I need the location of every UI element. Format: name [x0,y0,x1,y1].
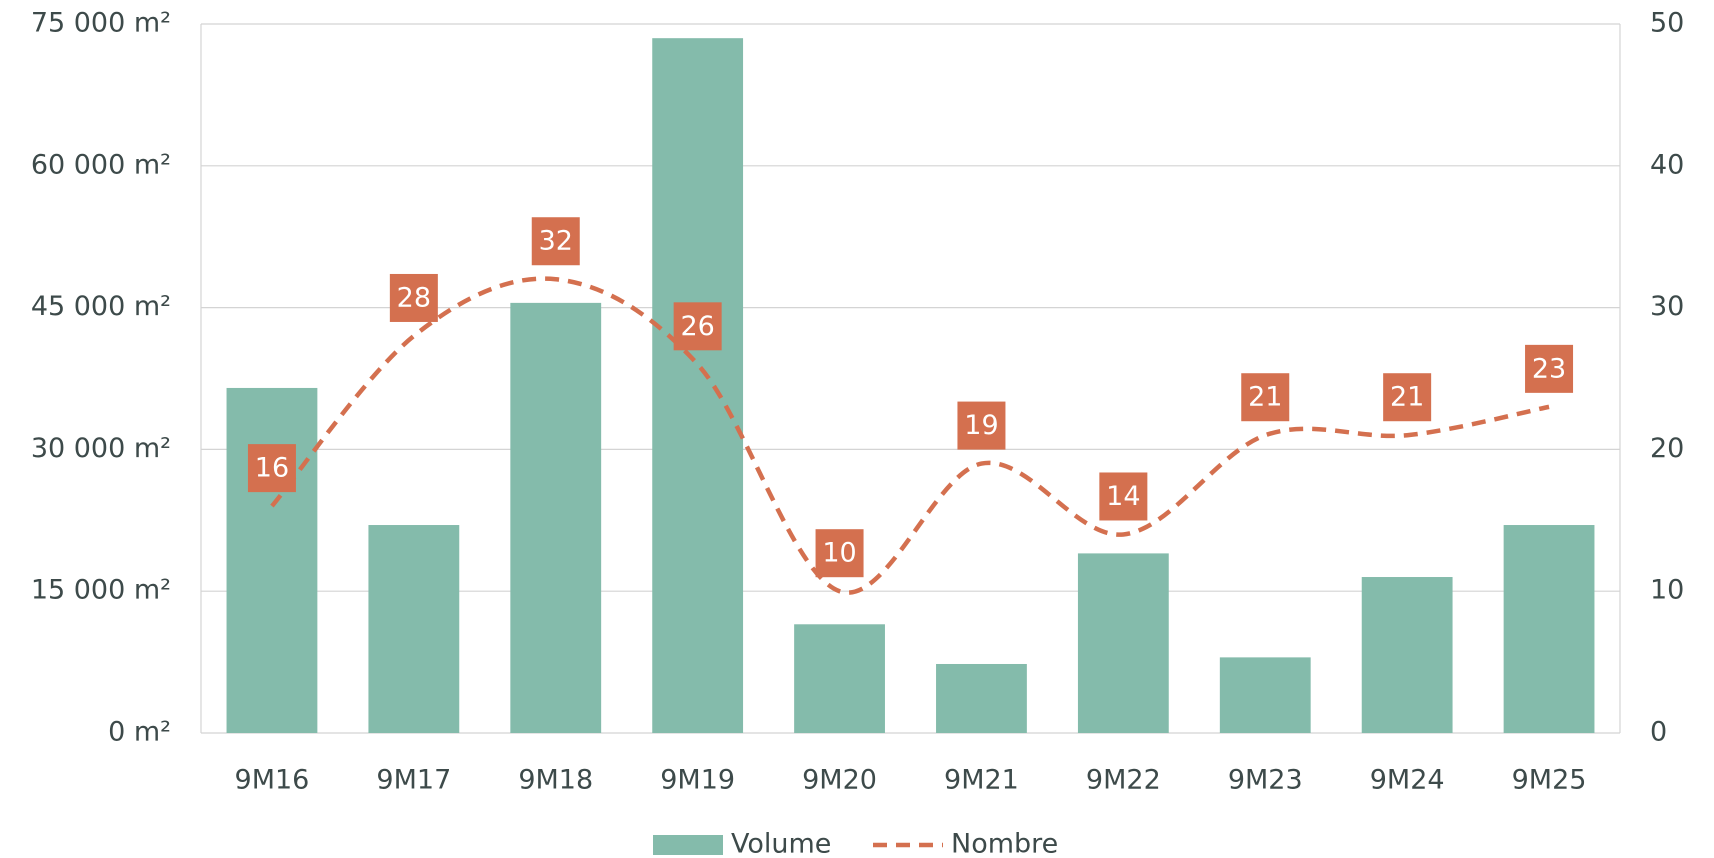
x-tick-label: 9M17 [376,765,451,796]
data-label-box [1241,373,1290,422]
legend-label: Volume [731,829,831,858]
y2-tick-label: 40 [1650,149,1684,180]
bar [652,38,744,734]
y2-tick-label: 30 [1650,291,1684,322]
data-label: 19 [964,410,998,441]
data-label: 21 [1390,382,1424,413]
x-tick-label: 9M19 [660,765,735,796]
x-tick-label: 9M25 [1512,765,1587,796]
x-tick-label: 9M23 [1228,765,1303,796]
bar [794,624,885,733]
data-label-box [247,444,296,493]
bar [936,663,1027,733]
y-tick-label: 75 000 m² [31,8,171,39]
data-label-box [957,401,1006,450]
bar [368,525,460,733]
bar [1503,525,1595,733]
bar [1077,553,1169,733]
bar [1219,657,1311,733]
legend-swatch [653,835,723,855]
data-label-box [673,302,722,351]
x-tick-label: 9M18 [518,765,593,796]
bar [1361,577,1453,733]
x-tick-label: 9M21 [944,765,1019,796]
data-label: 32 [539,226,573,257]
data-label: 26 [680,311,714,342]
data-label: 10 [822,538,856,569]
data-label: 14 [1106,481,1140,512]
data-label: 28 [397,282,431,313]
data-label: 16 [255,453,289,484]
y-tick-label: 15 000 m² [31,575,171,606]
y-tick-label: 45 000 m² [31,291,171,322]
y-tick-label: 0 m² [108,717,171,748]
line [270,276,1550,595]
x-tick-label: 9M22 [1086,765,1161,796]
y2-tick-label: 20 [1650,433,1684,464]
x-tick-label: 9M20 [802,765,877,796]
data-label-box [815,529,864,578]
data-label-box [1525,344,1574,393]
data-label-box [531,217,580,266]
data-label-box [1383,373,1432,422]
x-tick-label: 9M16 [235,765,310,796]
x-tick-label: 9M24 [1370,765,1445,796]
data-label-box [1099,472,1148,521]
y-tick-label: 30 000 m² [31,433,171,464]
data-label: 23 [1532,353,1566,384]
data-label: 21 [1248,382,1282,413]
y2-tick-label: 10 [1650,575,1684,606]
legend-label: Nombre [951,829,1058,858]
bar [226,387,318,733]
y-tick-label: 60 000 m² [31,149,171,180]
y2-tick-label: 50 [1650,8,1684,39]
y2-tick-label: 0 [1650,717,1667,748]
bar [510,302,602,733]
data-label-box [389,273,438,322]
